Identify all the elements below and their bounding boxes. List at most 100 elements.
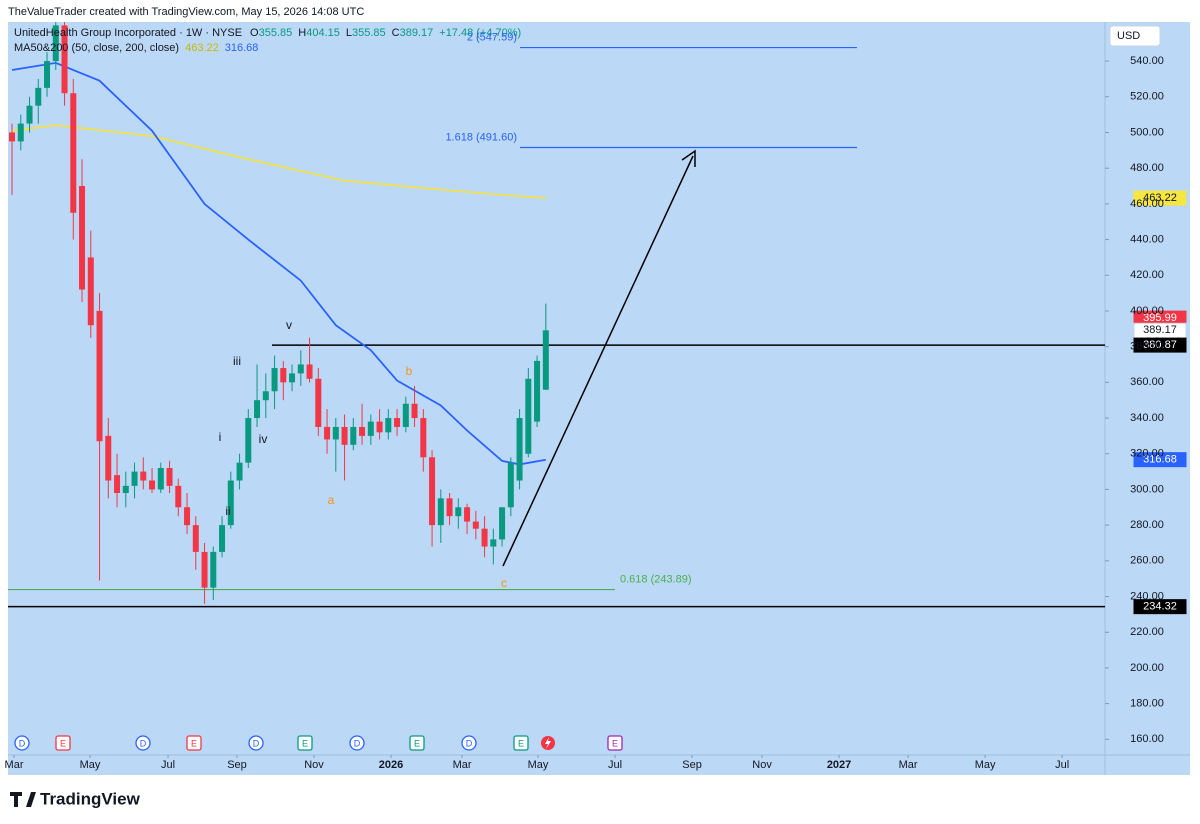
candle-body [219, 525, 226, 552]
currency-box[interactable] [1109, 25, 1161, 47]
candle-body [35, 87, 42, 106]
y-tick-label: 440.00 [1130, 233, 1164, 245]
candle-body [105, 435, 112, 481]
y-tick-label: 520.00 [1130, 91, 1164, 103]
x-tick-label: Jul [161, 759, 175, 771]
event-letter: E [60, 738, 66, 748]
price-badge [1133, 190, 1187, 206]
x-tick-label: Jul [608, 759, 622, 771]
price-badge [1133, 599, 1187, 615]
candle-body [262, 391, 269, 401]
candle-body [481, 528, 488, 547]
legend-line: UnitedHealth Group Incorporated · 1W · N… [14, 27, 521, 39]
legend-line: MA50&200 (50, close, 200, close) 463.22 31… [14, 42, 258, 54]
y-tick-label: 180.00 [1130, 698, 1164, 710]
candle-body [341, 426, 348, 445]
event-icon [248, 735, 264, 751]
x-tick-label: May [80, 759, 101, 771]
candle-body [9, 132, 16, 142]
price-badge-label: 234.32 [1143, 601, 1177, 613]
y-tick-label: 220.00 [1130, 626, 1164, 638]
event-icon [135, 735, 151, 751]
ohlc-value: 389.17 [400, 27, 434, 39]
candle-body [280, 368, 287, 383]
candle-body [122, 485, 129, 493]
candle-body [61, 25, 68, 94]
candle-body [455, 507, 462, 517]
ohlc-value: 404.15 [306, 27, 340, 39]
x-tick-label: Mar [899, 759, 918, 771]
candle-body [534, 360, 541, 422]
candle-body [332, 426, 339, 440]
candle-body [367, 421, 374, 436]
candle-body [464, 507, 471, 522]
candle-body [359, 426, 366, 436]
candle-body [114, 475, 121, 493]
event-icon [297, 735, 313, 751]
ohlc-value: 355.85 [352, 27, 386, 39]
ohlc-value: 355.85 [259, 27, 293, 39]
candle-body [507, 462, 514, 508]
candle-body [472, 521, 479, 529]
brand: TradingView [40, 789, 141, 808]
event-letter: D [253, 738, 260, 748]
y-tick-label: 380.00 [1130, 341, 1164, 353]
y-tick-label: 260.00 [1130, 555, 1164, 567]
wave-label: a [328, 493, 335, 507]
candle-body [166, 468, 173, 486]
moving-average [11, 61, 546, 466]
event-icon [349, 735, 365, 751]
level-label: 2 (547.59) [467, 31, 517, 43]
wave-label: iii [233, 354, 241, 368]
y-tick-label: 480.00 [1130, 162, 1164, 174]
candle-body [96, 310, 103, 442]
candle-body [70, 93, 77, 213]
x-tick-label: 2026 [379, 759, 403, 771]
wave-label: c [501, 576, 507, 590]
candle-body [175, 485, 182, 508]
candle-body [140, 471, 147, 481]
y-tick-label: 360.00 [1130, 376, 1164, 388]
event-letter: E [191, 738, 197, 748]
x-tick-label: Nov [304, 759, 324, 771]
indicator-name: MA50&200 (50, close, 200, close) [14, 42, 179, 54]
candle-body [131, 471, 138, 486]
candle-body [394, 418, 401, 427]
overlay: UnitedHealth Group Incorporated · 1W · N… [14, 27, 1187, 751]
wave-label: i [219, 430, 222, 444]
ohlc-label: O [250, 27, 259, 39]
price-badge [1133, 337, 1187, 353]
wave-label: v [286, 318, 292, 332]
event-icon [14, 735, 30, 751]
event-icon [409, 735, 425, 751]
ohlc-label: C [392, 27, 400, 39]
event-letter: D [19, 738, 26, 748]
y-tick-label: 500.00 [1130, 126, 1164, 138]
candle-body [297, 364, 304, 374]
candle-body [516, 418, 523, 481]
event-icon [461, 735, 477, 751]
candle-body [79, 186, 86, 290]
candle-body [87, 257, 94, 326]
candle-body [245, 418, 252, 463]
x-tick-label: May [975, 759, 996, 771]
y-tick-label: 280.00 [1130, 519, 1164, 531]
candle-body [44, 61, 51, 88]
x-tick-label: May [528, 759, 549, 771]
y-tick-label: 420.00 [1130, 269, 1164, 281]
candle-body [385, 418, 392, 433]
y-tick-label: 400.00 [1130, 305, 1164, 317]
x-tick-label: Sep [682, 759, 702, 771]
event-icon [607, 735, 623, 751]
candle-body [17, 123, 24, 142]
price-badge [1133, 452, 1187, 468]
x-tick-label: Sep [227, 759, 247, 771]
event-letter: D [354, 738, 361, 748]
candle-body [324, 426, 331, 440]
candle-body [236, 462, 243, 481]
change: +17.48 (+4.70%) [439, 27, 521, 39]
candle-body [499, 507, 506, 540]
candle-body [192, 525, 199, 552]
candle-body [52, 25, 59, 62]
